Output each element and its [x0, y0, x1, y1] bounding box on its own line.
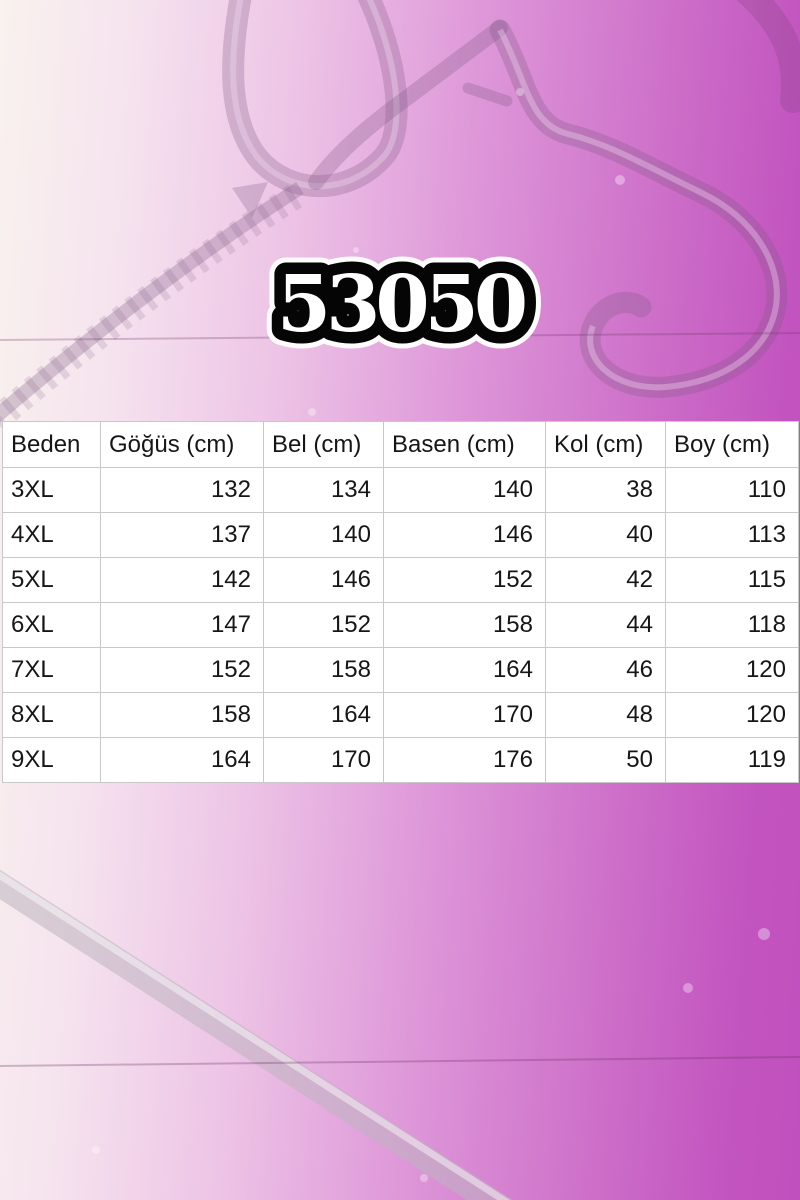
hanger-arm-stub — [462, 82, 513, 107]
hanger-rod — [0, 869, 513, 1200]
col-header-bel: Bel (cm) — [263, 421, 384, 468]
value-cell: 50 — [545, 737, 666, 783]
value-cell: 120 — [665, 692, 799, 738]
value-cell: 132 — [100, 467, 264, 513]
hanger-serrated-bar — [0, 182, 304, 423]
table-row: 4XL 137 140 146 40 113 — [2, 512, 799, 558]
value-cell: 119 — [665, 737, 799, 783]
value-cell: 46 — [545, 647, 666, 693]
wood-seam-line — [0, 1056, 800, 1067]
size-cell: 3XL — [2, 467, 101, 513]
wood-seam-line — [0, 332, 800, 341]
value-cell: 113 — [665, 512, 799, 558]
value-cell: 38 — [545, 467, 666, 513]
table-row: 6XL 147 152 158 44 118 — [2, 602, 799, 648]
value-cell: 170 — [383, 692, 546, 738]
value-cell: 146 — [383, 512, 546, 558]
value-cell: 140 — [263, 512, 384, 558]
col-header-boy: Boy (cm) — [665, 421, 799, 468]
product-code-label: 53050 — [277, 259, 525, 350]
value-cell: 140 — [383, 467, 546, 513]
value-cell: 44 — [545, 602, 666, 648]
value-cell: 152 — [263, 602, 384, 648]
col-header-basen: Basen (cm) — [383, 421, 546, 468]
product-code-halo: 53050 — [277, 259, 525, 350]
value-cell: 164 — [263, 692, 384, 738]
value-cell: 120 — [665, 647, 799, 693]
value-cell: 164 — [100, 737, 264, 783]
size-cell: 4XL — [2, 512, 101, 558]
size-cell: 6XL — [2, 602, 101, 648]
value-cell: 142 — [100, 557, 264, 603]
table-row: 3XL 132 134 140 38 110 — [2, 467, 799, 513]
corner-shadow — [736, 0, 800, 113]
value-cell: 134 — [263, 467, 384, 513]
table-row: 7XL 152 158 164 46 120 — [2, 647, 799, 693]
speckles — [92, 88, 770, 1182]
value-cell: 48 — [545, 692, 666, 738]
product-code: 53050 53050 53050 — [160, 238, 640, 378]
table-row: 8XL 158 164 170 48 120 — [2, 692, 799, 738]
size-cell: 9XL — [2, 737, 101, 783]
size-cell: 7XL — [2, 647, 101, 693]
table-row: 5XL 142 146 152 42 115 — [2, 557, 799, 603]
hanger-loop-highlight — [230, 0, 400, 190]
value-cell: 176 — [383, 737, 546, 783]
table-row: 9XL 164 170 176 50 119 — [2, 737, 799, 783]
value-cell: 152 — [383, 557, 546, 603]
hanger-joint — [232, 182, 268, 218]
size-table-header-row: Beden Göğüs (cm) Bel (cm) Basen (cm) Kol… — [2, 421, 799, 468]
value-cell: 170 — [263, 737, 384, 783]
hanger-arm — [308, 20, 508, 190]
hanger-rod-highlight — [0, 871, 511, 1200]
col-header-gogus: Göğüs (cm) — [100, 421, 264, 468]
value-cell: 118 — [665, 602, 799, 648]
hanger-loop — [222, 0, 408, 198]
value-cell: 152 — [100, 647, 264, 693]
size-cell: 5XL — [2, 557, 101, 603]
product-code-outline: 53050 — [277, 259, 525, 350]
value-cell: 164 — [383, 647, 546, 693]
size-table: Beden Göğüs (cm) Bel (cm) Basen (cm) Kol… — [2, 421, 799, 783]
value-cell: 146 — [263, 557, 384, 603]
value-cell: 137 — [100, 512, 264, 558]
value-cell: 40 — [545, 512, 666, 558]
hanger-hook — [489, 19, 788, 398]
size-cell: 8XL — [2, 692, 101, 738]
col-header-kol: Kol (cm) — [545, 421, 666, 468]
value-cell: 147 — [100, 602, 264, 648]
value-cell: 110 — [665, 467, 799, 513]
value-cell: 115 — [665, 557, 799, 603]
hanger-hook-highlight — [497, 28, 780, 391]
value-cell: 158 — [263, 647, 384, 693]
value-cell: 158 — [100, 692, 264, 738]
value-cell: 42 — [545, 557, 666, 603]
value-cell: 158 — [383, 602, 546, 648]
col-header-beden: Beden — [2, 421, 101, 468]
